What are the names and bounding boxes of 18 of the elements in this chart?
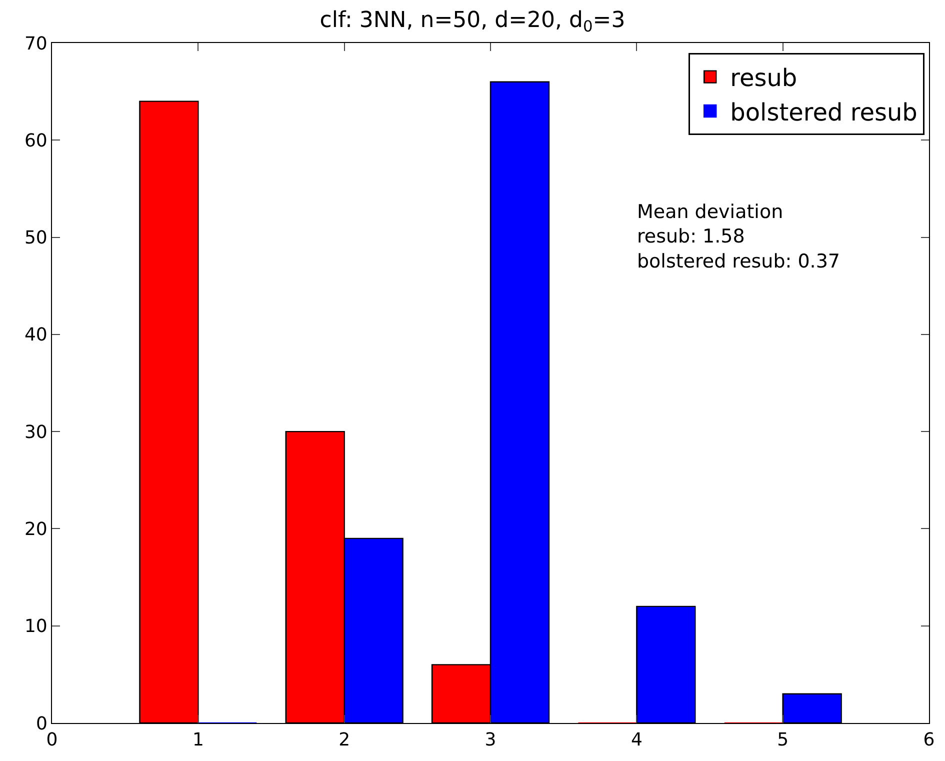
chart-title: clf: 3NN, n=50, d=20, d$_{0}$=3: [320, 8, 626, 36]
y-tick-label: 20: [24, 519, 48, 540]
legend-label: resub: [730, 64, 798, 92]
y-tick-label: 30: [24, 422, 48, 443]
legend-label: bolstered resub: [730, 98, 918, 126]
x-tick-label: 2: [338, 730, 350, 751]
y-tick-label: 50: [24, 228, 48, 249]
x-tick-label: 5: [777, 730, 789, 751]
annotation: Mean deviation resub: 1.58 bolstered resub: 0.37: [637, 201, 840, 272]
y-tick-label: 10: [24, 616, 48, 638]
x-tick-label: 6: [923, 730, 935, 751]
x-tick-label: 4: [630, 730, 642, 751]
y-tick-label: 60: [24, 130, 48, 152]
x-tick-label: 3: [484, 730, 496, 751]
y-tick-label: 70: [24, 33, 48, 54]
x-tick-label: 1: [192, 730, 204, 751]
y-tick-label: 0: [36, 713, 48, 734]
y-tick-label: 40: [24, 324, 48, 346]
